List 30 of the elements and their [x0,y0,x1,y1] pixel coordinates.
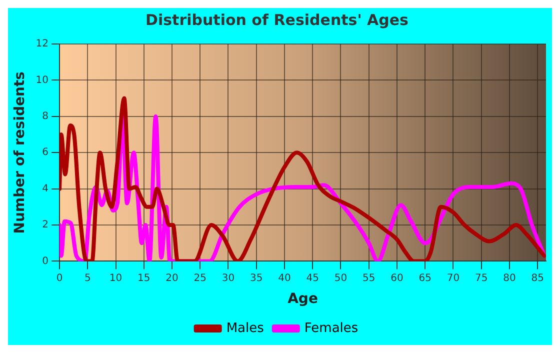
x-tick-label: 40 [278,272,291,284]
x-tick-label: 80 [503,272,516,284]
chart-title: Distribution of Residents' Ages [146,10,409,29]
x-tick-label: 70 [446,272,460,284]
legend-label: Males [226,320,264,336]
y-axis-title: Number of residents [12,72,28,234]
x-tick-label: 45 [306,272,319,284]
x-tick-label: 0 [56,272,63,284]
legend-label: Females [304,320,358,336]
y-tick-label: 12 [36,38,49,50]
x-tick-label: 5 [84,272,91,284]
x-tick-label: 35 [250,272,263,284]
x-tick-label: 75 [474,272,488,284]
x-tick-label: 65 [418,272,432,284]
y-tick-label: 0 [42,256,49,267]
x-tick-label: 20 [166,272,178,284]
y-tick-label: 8 [42,110,49,122]
x-tick-label: 60 [390,272,404,284]
x-tick-label: 10 [109,272,122,284]
x-axis-title: Age [288,291,318,308]
y-tick-label: 6 [42,147,49,158]
y-tick-label: 10 [36,74,49,86]
x-tick-label: 55 [362,272,376,284]
y-tick-label: 4 [42,183,49,194]
x-tick-label: 50 [334,272,348,284]
y-tick-label: 2 [42,220,49,231]
x-tick-label: 85 [531,272,544,284]
x-tick-label: 25 [194,272,206,284]
x-tick-label: 30 [222,272,235,284]
x-tick-label: 15 [138,272,150,284]
